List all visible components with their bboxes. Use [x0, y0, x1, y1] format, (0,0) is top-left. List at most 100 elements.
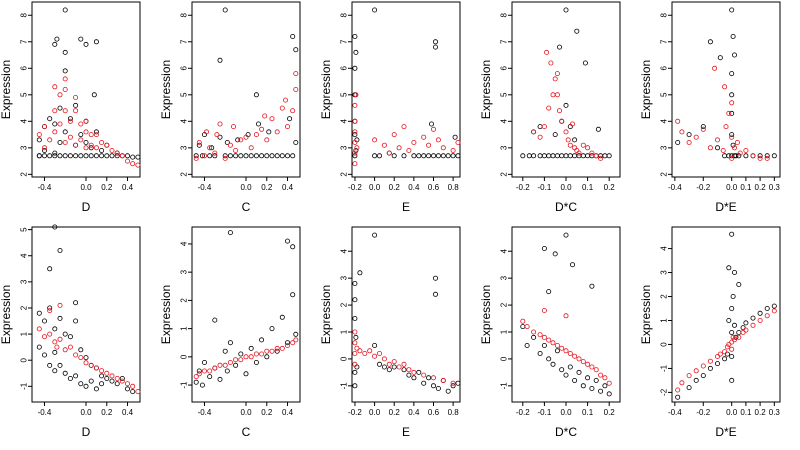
- data-point: [715, 137, 721, 143]
- data-point: [729, 155, 735, 161]
- data-point: [233, 362, 239, 368]
- data-point: [57, 121, 63, 127]
- data-point: [47, 362, 53, 368]
- y-tick-label: 7: [20, 39, 29, 44]
- data-point: [376, 153, 382, 159]
- data-point: [93, 39, 99, 45]
- data-point: [88, 362, 94, 368]
- data-point: [248, 145, 254, 151]
- y-tick-label: -1: [500, 382, 509, 390]
- data-point: [62, 49, 68, 55]
- data-point: [541, 153, 547, 159]
- data-point: [62, 87, 68, 93]
- y-axis-label: Expression: [319, 285, 333, 344]
- data-point: [764, 153, 770, 159]
- data-point: [372, 137, 378, 143]
- data-point: [372, 353, 378, 359]
- data-point: [274, 348, 280, 354]
- x-tick-label: 0.2: [101, 183, 113, 192]
- data-point: [62, 153, 68, 159]
- data-point: [282, 97, 288, 103]
- y-tick-label: 2: [340, 172, 349, 177]
- data-point: [352, 34, 358, 40]
- x-axis-label: D*E: [715, 425, 736, 439]
- series-red: [352, 92, 461, 167]
- data-point: [264, 137, 270, 143]
- scatter-panel: -0.4 -0.2 0.0 0.1 0.2 0.3 D*E 2 3 4 5 6 7 8 Expression: [639, 1, 781, 214]
- x-tick-label: 0.1: [740, 183, 752, 192]
- data-point: [284, 124, 290, 130]
- data-point: [757, 317, 763, 323]
- data-point: [593, 153, 599, 159]
- data-point: [52, 339, 58, 345]
- data-point: [546, 153, 552, 159]
- data-point: [262, 113, 268, 119]
- data-point: [352, 297, 358, 303]
- data-point: [235, 137, 241, 143]
- data-point: [554, 342, 560, 348]
- x-axis-label: D*C: [555, 200, 577, 214]
- data-point: [757, 310, 763, 316]
- data-point: [353, 92, 359, 98]
- data-point: [757, 155, 763, 161]
- data-point: [73, 352, 79, 358]
- data-point: [550, 340, 556, 346]
- data-point: [42, 153, 48, 159]
- data-point: [352, 383, 358, 389]
- x-tick-label: 0.4: [282, 183, 294, 192]
- y-tick-label: -1: [180, 381, 189, 389]
- y-tick-label: 4: [660, 246, 669, 251]
- data-point: [88, 153, 94, 159]
- data-point: [582, 60, 588, 66]
- data-point: [279, 345, 285, 351]
- data-point: [563, 372, 569, 378]
- data-point: [57, 92, 63, 98]
- y-tick-label: -1: [340, 382, 349, 390]
- data-point: [125, 158, 131, 164]
- data-point: [376, 350, 382, 356]
- data-point: [729, 134, 735, 140]
- data-point: [726, 317, 732, 323]
- x-tick-label: 0.2: [604, 183, 616, 192]
- x-tick-label: -0.4: [38, 408, 52, 417]
- data-point: [88, 378, 94, 384]
- y-tick-label: 5: [340, 92, 349, 97]
- data-point: [93, 153, 99, 159]
- series-black: [675, 7, 777, 159]
- data-point: [729, 71, 735, 77]
- data-point: [732, 145, 738, 151]
- scatter-panel: -0.4 0.0 0.2 0.4 C -1 0 1 2 3 4 Expression: [159, 226, 301, 439]
- data-point: [293, 71, 299, 77]
- data-point: [411, 139, 417, 145]
- data-point: [717, 55, 723, 61]
- data-point: [222, 7, 228, 13]
- y-axis-label: Expression: [159, 60, 173, 119]
- data-point: [264, 153, 270, 159]
- data-point: [750, 315, 756, 321]
- y-axis-label: Expression: [639, 285, 653, 344]
- data-point: [42, 124, 48, 130]
- data-point: [707, 39, 713, 45]
- data-point: [736, 281, 742, 287]
- data-point: [450, 383, 456, 389]
- data-point: [440, 145, 446, 151]
- data-point: [352, 118, 358, 124]
- data-point: [352, 340, 358, 346]
- series-black: [36, 7, 141, 160]
- data-point: [353, 49, 359, 55]
- data-point: [78, 355, 84, 361]
- data-point: [52, 153, 58, 159]
- data-point: [93, 132, 99, 138]
- y-axis-label: Expression: [639, 60, 653, 119]
- data-point: [193, 153, 199, 159]
- data-point: [432, 275, 438, 281]
- data-point: [42, 147, 48, 153]
- data-point: [62, 347, 68, 353]
- data-point: [537, 332, 543, 338]
- data-point: [541, 124, 547, 130]
- data-point: [212, 153, 218, 159]
- data-point: [52, 129, 58, 135]
- data-point: [36, 344, 42, 350]
- data-point: [196, 368, 202, 374]
- data-point: [57, 362, 63, 368]
